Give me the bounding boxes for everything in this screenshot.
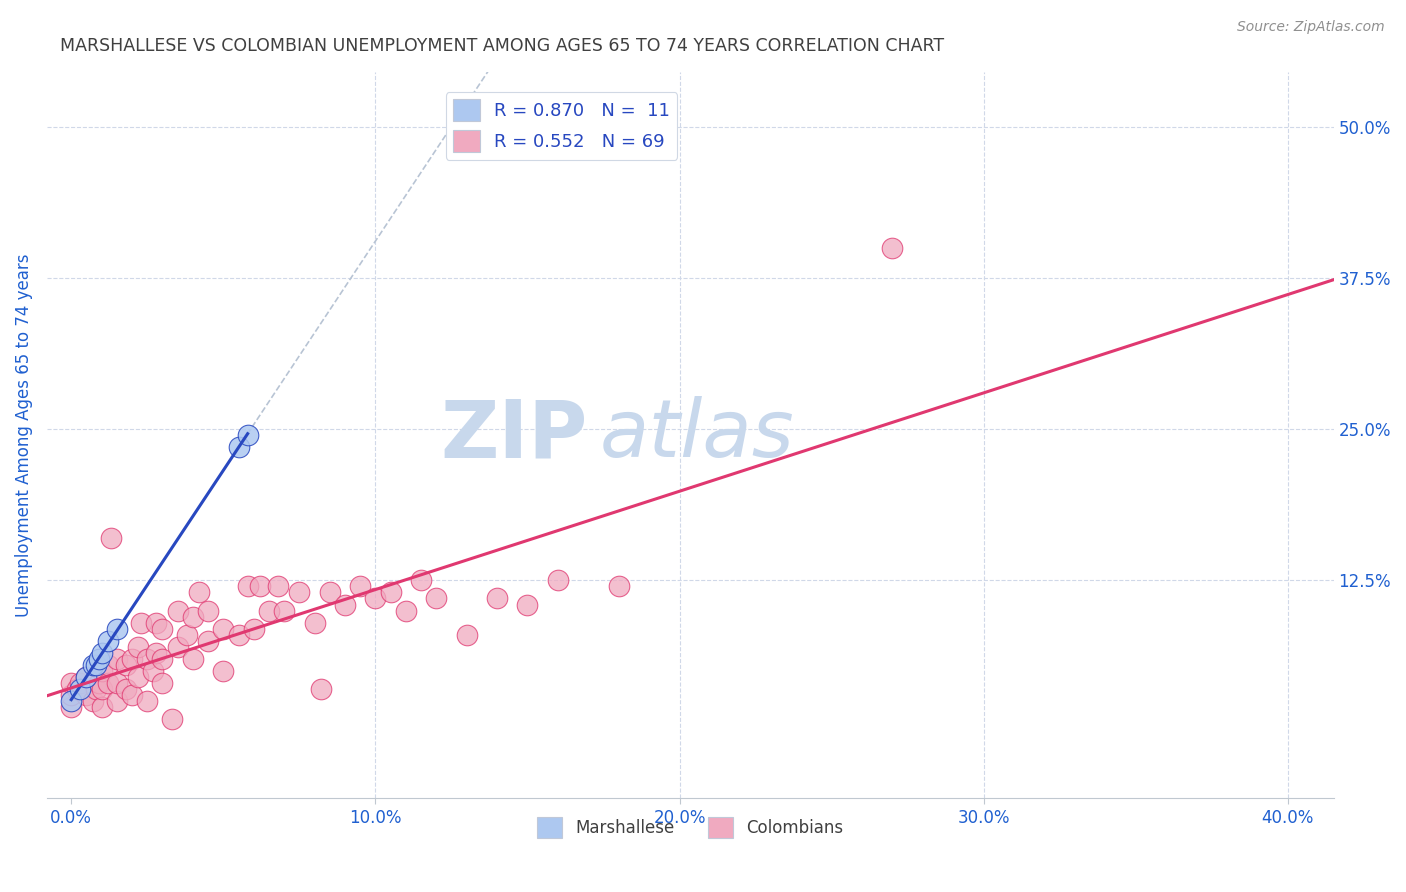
Point bbox=[319, 585, 342, 599]
Point bbox=[145, 615, 167, 630]
Point bbox=[176, 628, 198, 642]
Point bbox=[115, 682, 138, 697]
Point bbox=[66, 682, 89, 697]
Point bbox=[197, 633, 219, 648]
Point bbox=[304, 615, 326, 630]
Point bbox=[97, 658, 120, 673]
Point bbox=[197, 604, 219, 618]
Point bbox=[87, 652, 110, 666]
Point bbox=[409, 574, 432, 588]
Point bbox=[136, 694, 159, 708]
Point bbox=[228, 628, 250, 642]
Point bbox=[607, 579, 630, 593]
Point bbox=[127, 670, 149, 684]
Point bbox=[882, 241, 904, 255]
Text: MARSHALLESE VS COLOMBIAN UNEMPLOYMENT AMONG AGES 65 TO 74 YEARS CORRELATION CHAR: MARSHALLESE VS COLOMBIAN UNEMPLOYMENT AM… bbox=[60, 37, 943, 55]
Point bbox=[90, 682, 112, 697]
Point bbox=[181, 609, 204, 624]
Point bbox=[181, 652, 204, 666]
Point bbox=[166, 640, 188, 654]
Point bbox=[115, 658, 138, 673]
Point bbox=[456, 628, 478, 642]
Point bbox=[516, 598, 538, 612]
Point bbox=[136, 652, 159, 666]
Point bbox=[100, 531, 122, 545]
Point bbox=[395, 604, 418, 618]
Point bbox=[257, 604, 280, 618]
Point bbox=[105, 694, 128, 708]
Point bbox=[236, 428, 259, 442]
Point bbox=[90, 700, 112, 714]
Point bbox=[273, 604, 295, 618]
Point bbox=[60, 688, 83, 702]
Point bbox=[486, 591, 509, 606]
Point bbox=[309, 682, 332, 697]
Point bbox=[145, 646, 167, 660]
Point bbox=[75, 670, 97, 684]
Point bbox=[60, 700, 83, 714]
Point bbox=[349, 579, 371, 593]
Text: Source: ZipAtlas.com: Source: ZipAtlas.com bbox=[1237, 20, 1385, 34]
Point bbox=[166, 604, 188, 618]
Point bbox=[288, 585, 311, 599]
Point bbox=[87, 676, 110, 690]
Point bbox=[160, 713, 183, 727]
Point bbox=[142, 664, 165, 678]
Point bbox=[82, 694, 104, 708]
Point bbox=[152, 622, 174, 636]
Point bbox=[82, 658, 104, 673]
Point bbox=[60, 676, 83, 690]
Legend: Marshallese, Colombians: Marshallese, Colombians bbox=[530, 811, 851, 844]
Point bbox=[547, 574, 569, 588]
Point bbox=[84, 682, 107, 697]
Point bbox=[267, 579, 290, 593]
Point bbox=[212, 622, 235, 636]
Point bbox=[105, 622, 128, 636]
Point bbox=[364, 591, 387, 606]
Point bbox=[380, 585, 402, 599]
Point bbox=[127, 640, 149, 654]
Point bbox=[121, 652, 143, 666]
Point bbox=[333, 598, 356, 612]
Point bbox=[75, 670, 97, 684]
Point bbox=[69, 682, 91, 697]
Point bbox=[228, 440, 250, 454]
Point bbox=[97, 676, 120, 690]
Point bbox=[242, 622, 264, 636]
Point bbox=[425, 591, 447, 606]
Point bbox=[84, 658, 107, 673]
Point bbox=[121, 688, 143, 702]
Text: ZIP: ZIP bbox=[440, 396, 588, 475]
Point bbox=[105, 652, 128, 666]
Point bbox=[105, 676, 128, 690]
Point bbox=[152, 676, 174, 690]
Point bbox=[212, 664, 235, 678]
Point bbox=[236, 579, 259, 593]
Point bbox=[152, 652, 174, 666]
Text: atlas: atlas bbox=[600, 396, 794, 475]
Point bbox=[90, 664, 112, 678]
Point bbox=[129, 615, 152, 630]
Point bbox=[75, 688, 97, 702]
Point bbox=[249, 579, 271, 593]
Point bbox=[60, 694, 83, 708]
Point bbox=[97, 633, 120, 648]
Point bbox=[90, 646, 112, 660]
Point bbox=[69, 676, 91, 690]
Y-axis label: Unemployment Among Ages 65 to 74 years: Unemployment Among Ages 65 to 74 years bbox=[15, 253, 32, 617]
Point bbox=[188, 585, 211, 599]
